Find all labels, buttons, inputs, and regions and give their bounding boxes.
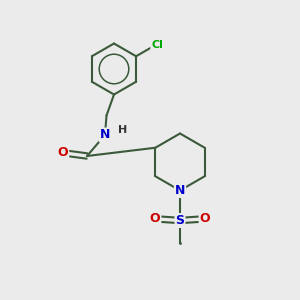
Text: O: O	[200, 212, 210, 226]
Text: O: O	[58, 146, 68, 160]
Text: N: N	[175, 184, 185, 197]
Text: O: O	[150, 212, 160, 226]
Text: S: S	[176, 214, 184, 227]
Text: H: H	[118, 125, 127, 136]
Text: Cl: Cl	[151, 40, 163, 50]
Text: N: N	[100, 128, 110, 142]
